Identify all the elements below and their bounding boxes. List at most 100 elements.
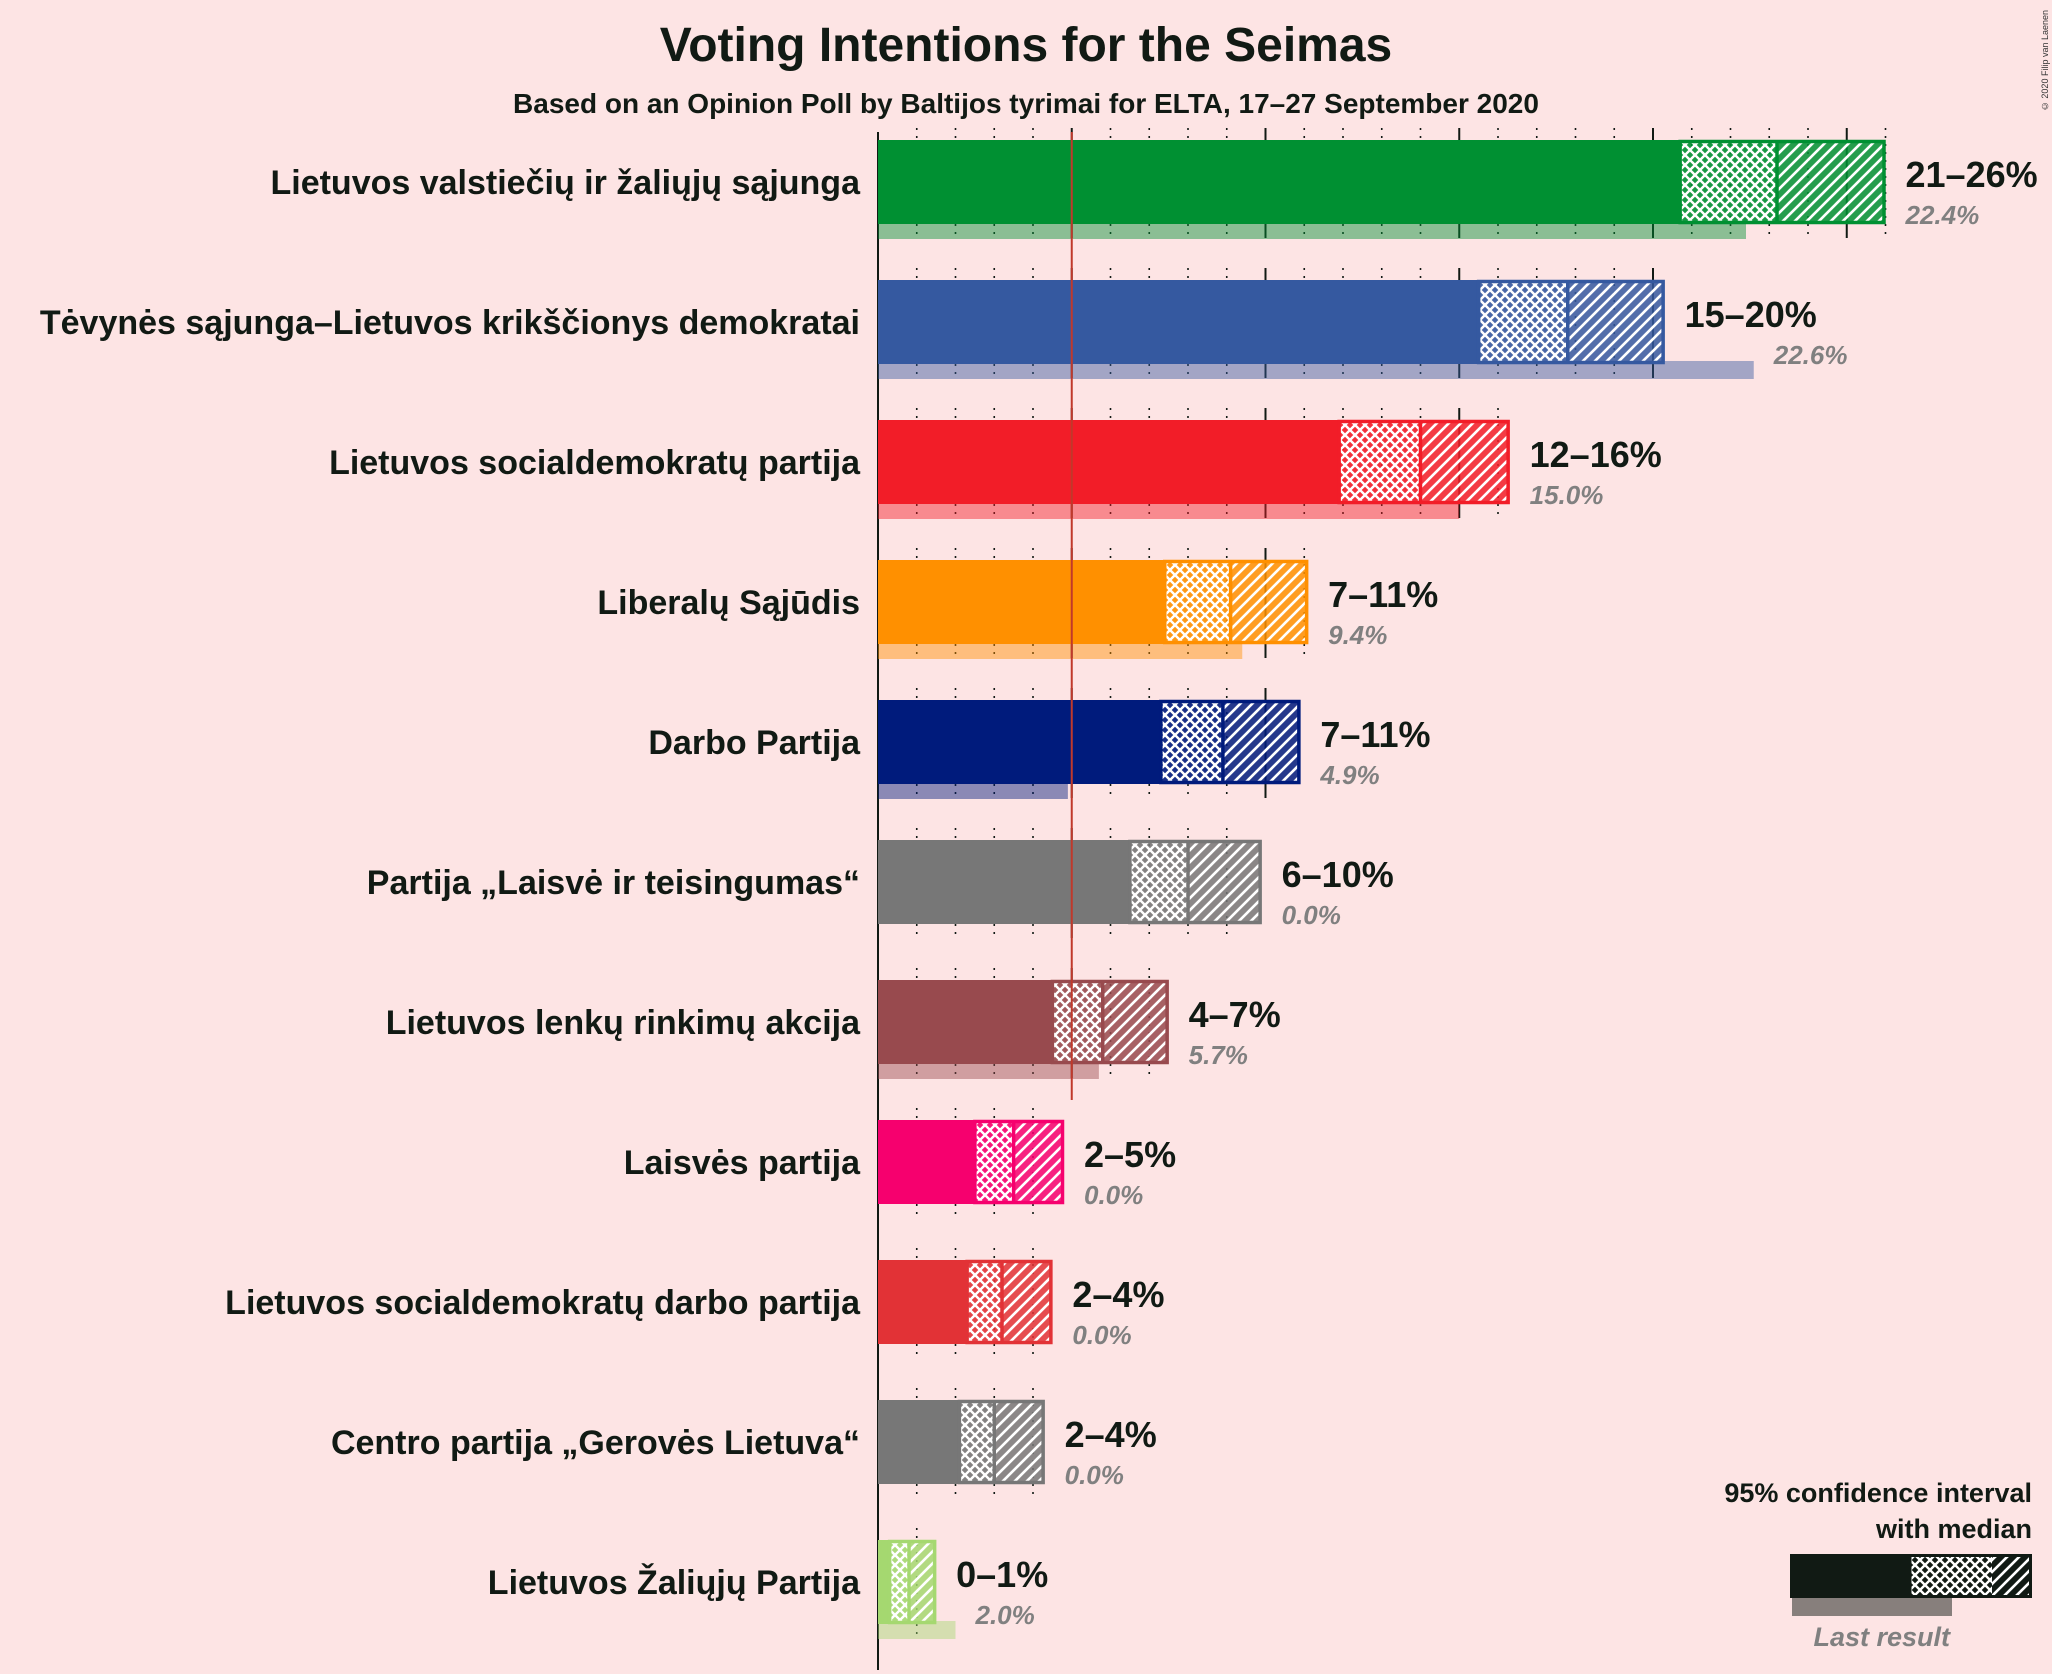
ci-upper-hatch xyxy=(909,1540,937,1624)
party-row xyxy=(878,559,1309,659)
ci-solid-bar xyxy=(878,560,1165,644)
ci-lower-hatch xyxy=(1129,840,1188,924)
ci-solid-bar xyxy=(878,700,1161,784)
ci-outline xyxy=(1163,559,1309,645)
last-result-bar xyxy=(878,361,1754,379)
party-label: Partija „Laisvė ir teisingumas“ xyxy=(367,864,860,902)
party-row xyxy=(878,839,1262,925)
last-result-label: 5.7% xyxy=(1189,1040,1248,1070)
party-label: Lietuvos socialdemokratų darbo partija xyxy=(225,1284,861,1322)
legend-diag xyxy=(1992,1554,2032,1598)
last-result-bar xyxy=(878,1061,1099,1079)
ci-upper-hatch xyxy=(1102,980,1169,1064)
party-label: Lietuvos Žaliųjų Partija xyxy=(488,1564,861,1602)
ci-outline xyxy=(957,1399,1045,1485)
last-result-label: 0.0% xyxy=(1065,1460,1124,1490)
range-label: 4–7% xyxy=(1189,994,1281,1035)
last-result-label: 0.0% xyxy=(1072,1320,1131,1350)
ci-outline xyxy=(1050,979,1169,1065)
party-row xyxy=(878,279,1754,379)
legend-last-label: Last result xyxy=(1813,1622,1951,1652)
party-row xyxy=(878,1259,1053,1345)
party-label: Laisvės partija xyxy=(624,1144,861,1182)
chart-subtitle: Based on an Opinion Poll by Baltijos tyr… xyxy=(513,88,1539,119)
party-row xyxy=(878,1119,1065,1205)
party-label: Lietuvos lenkų rinkimų akcija xyxy=(386,1004,861,1042)
ci-upper-hatch xyxy=(1013,1120,1064,1204)
ci-upper-hatch xyxy=(1567,280,1665,364)
party-label: Darbo Partija xyxy=(648,724,861,762)
ci-lower-hatch xyxy=(1052,980,1103,1064)
party-row xyxy=(878,1399,1045,1485)
range-label: 0–1% xyxy=(956,1554,1048,1595)
ci-outline xyxy=(1128,839,1262,925)
legend-median-label: with median xyxy=(1875,1514,2032,1544)
ci-outline xyxy=(1476,279,1665,365)
ci-lower-hatch xyxy=(1160,700,1223,784)
ci-outline xyxy=(973,1119,1065,1205)
last-result-bar xyxy=(878,1621,956,1639)
ci-solid-bar xyxy=(878,980,1053,1064)
party-row xyxy=(878,979,1169,1079)
ci-outline xyxy=(965,1259,1053,1345)
ci-upper-hatch xyxy=(1230,560,1309,644)
range-label: 2–5% xyxy=(1084,1134,1176,1175)
last-result-label: 22.4% xyxy=(1905,200,1980,230)
ci-outline xyxy=(1337,419,1510,505)
ci-lower-hatch xyxy=(1680,140,1777,224)
legend-solid xyxy=(1790,1554,1910,1598)
legend-ci-label: 95% confidence interval xyxy=(1724,1478,2032,1508)
chart-title: Voting Intentions for the Seimas xyxy=(659,19,1393,72)
ci-upper-hatch xyxy=(1188,840,1262,924)
ci-upper-hatch xyxy=(1777,140,1886,224)
range-label: 21–26% xyxy=(1906,154,2038,195)
party-label: Centro partija „Gerovės Lietuva“ xyxy=(331,1424,860,1462)
party-label: Lietuvos socialdemokratų partija xyxy=(329,444,861,482)
party-label: Lietuvos valstiečių ir žaliųjų sąjunga xyxy=(270,164,861,202)
last-result-label: 15.0% xyxy=(1530,480,1604,510)
ci-upper-hatch xyxy=(1002,1260,1053,1344)
ci-outline xyxy=(887,1539,937,1625)
ci-solid-bar xyxy=(878,280,1479,364)
ci-solid-bar xyxy=(878,1400,960,1484)
range-label: 2–4% xyxy=(1065,1414,1157,1455)
last-result-bar xyxy=(878,221,1746,239)
ci-upper-hatch xyxy=(1222,700,1301,784)
ci-outline xyxy=(1678,139,1886,225)
party-row xyxy=(878,139,1886,239)
ci-solid-bar xyxy=(878,1260,968,1344)
last-result-label: 9.4% xyxy=(1328,620,1387,650)
ci-solid-bar xyxy=(878,1120,975,1204)
party-row xyxy=(878,1539,956,1639)
ci-lower-hatch xyxy=(1339,420,1421,504)
party-row xyxy=(878,699,1301,799)
range-label: 15–20% xyxy=(1685,294,1817,335)
legend-ci-outline xyxy=(1908,1554,2032,1598)
last-result-label: 2.0% xyxy=(975,1600,1035,1630)
last-result-bar xyxy=(878,781,1068,799)
range-label: 6–10% xyxy=(1282,854,1394,895)
range-label: 2–4% xyxy=(1072,1274,1164,1315)
range-label: 7–11% xyxy=(1328,574,1438,615)
party-label: Liberalų Sąjūdis xyxy=(597,584,860,622)
ci-outline xyxy=(1159,699,1301,785)
ci-lower-hatch xyxy=(967,1260,1002,1344)
ci-lower-hatch xyxy=(974,1120,1014,1204)
ci-lower-hatch xyxy=(889,1540,909,1624)
party-row xyxy=(878,419,1510,519)
ci-lower-hatch xyxy=(1478,280,1568,364)
ci-solid-bar xyxy=(878,420,1340,504)
legend-last-bar xyxy=(1792,1598,1952,1616)
ci-upper-hatch xyxy=(1420,420,1510,504)
ci-upper-hatch xyxy=(994,1400,1045,1484)
ci-solid-bar xyxy=(878,140,1681,224)
last-result-bar xyxy=(878,501,1460,519)
party-label: Tėvynės sąjunga–Lietuvos krikščionys dem… xyxy=(40,304,860,342)
last-result-label: 4.9% xyxy=(1319,760,1379,790)
range-label: 12–16% xyxy=(1530,434,1662,475)
last-result-bar xyxy=(878,641,1243,659)
ci-lower-hatch xyxy=(1164,560,1231,644)
last-result-label: 0.0% xyxy=(1282,900,1341,930)
range-label: 7–11% xyxy=(1320,714,1430,755)
